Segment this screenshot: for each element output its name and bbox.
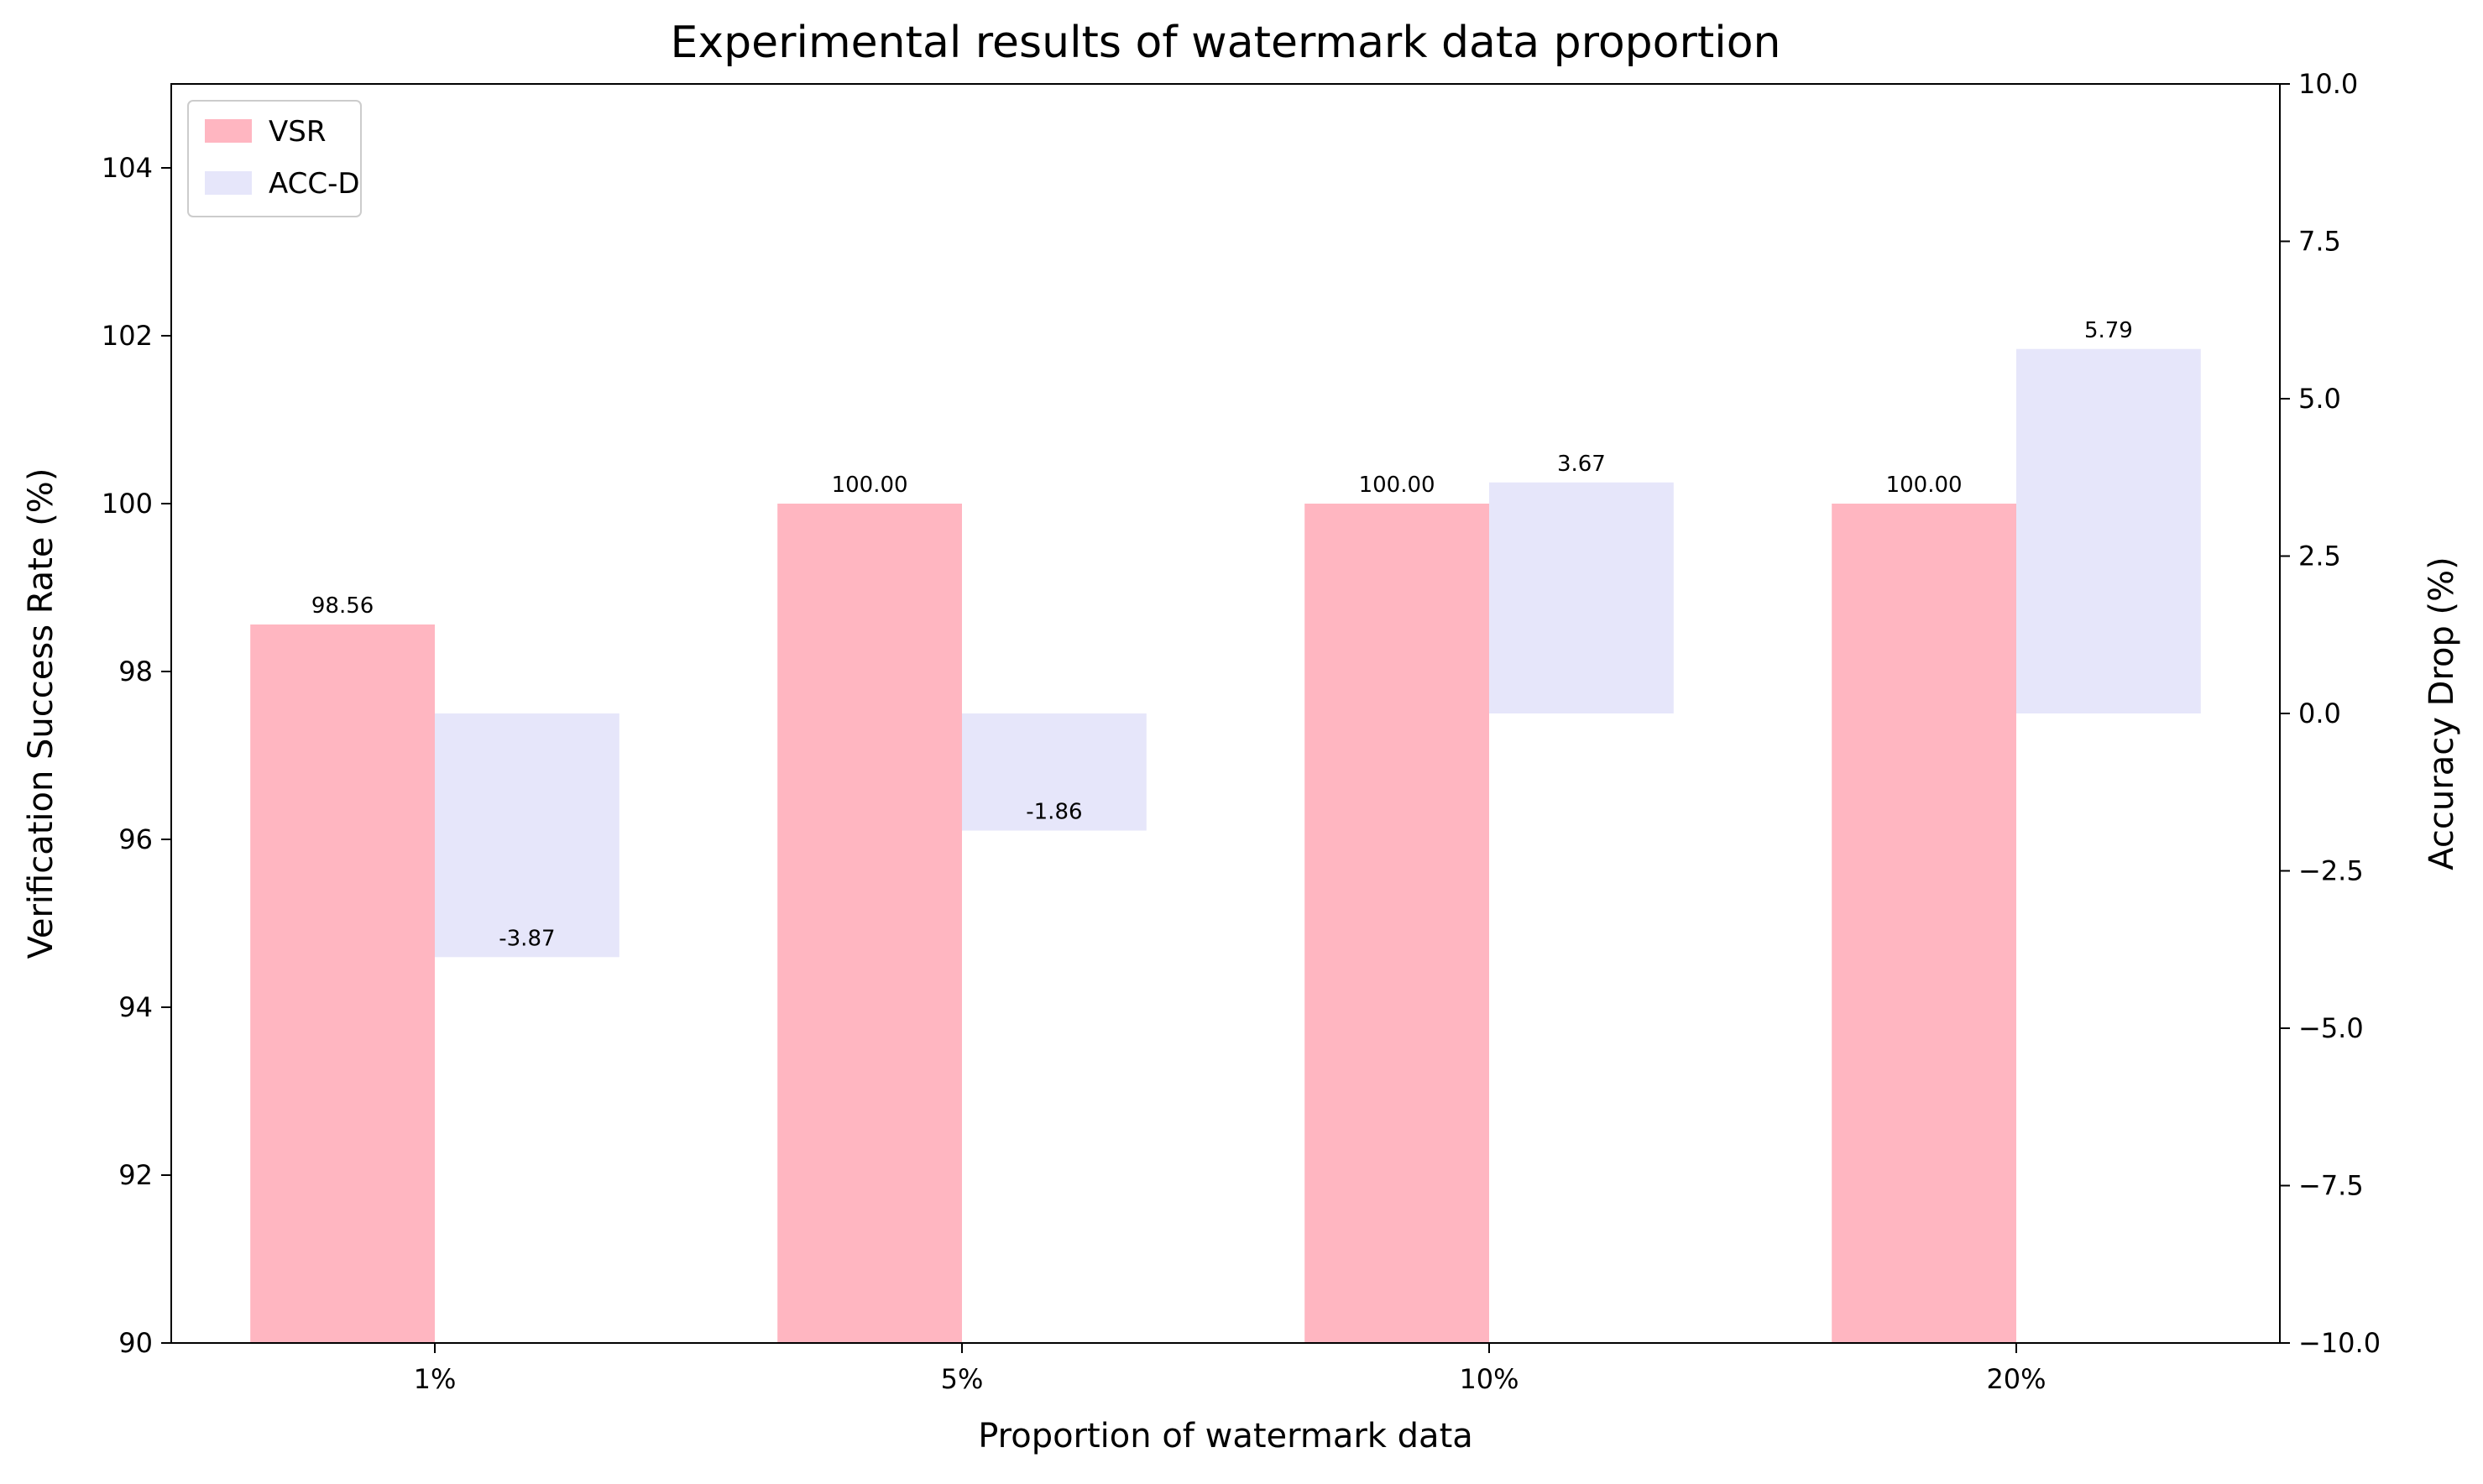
data-label-accd-3: 5.79: [2084, 318, 2133, 343]
x-tick-label-1: 5%: [941, 1363, 984, 1395]
legend-swatch-0: [205, 119, 252, 143]
y2-tick-label-2: −5.0: [2298, 1012, 2364, 1044]
y2-tick-label-6: 5.0: [2298, 383, 2341, 415]
y2-tick-label-8: 10.0: [2298, 68, 2358, 100]
legend-label-0: VSR: [269, 115, 326, 149]
y2-axis-title: Accuracy Drop (%): [2423, 556, 2461, 870]
chart-title: Experimental results of watermark data p…: [671, 18, 1781, 68]
x-tick-label-2: 10%: [1459, 1363, 1519, 1395]
y2-tick-label-7: 7.5: [2298, 226, 2341, 258]
y-tick-label-7: 104: [102, 152, 153, 184]
bar-accd-0: [435, 713, 619, 958]
data-label-accd-2: 3.67: [1557, 452, 1606, 477]
data-label-vsr-2: 100.00: [1359, 473, 1435, 498]
y-tick-label-4: 98: [118, 656, 153, 687]
y-tick-label-1: 92: [118, 1159, 153, 1191]
data-label-accd-0: -3.87: [499, 926, 555, 951]
data-labels-layer: 98.56 -3.87 100.00 -1.86 100.00 3.67 100.00 5.7…: [311, 318, 2133, 952]
y2-tick-label-3: −2.5: [2298, 855, 2364, 887]
bar-accd-1: [962, 713, 1147, 831]
y-tick-label-6: 102: [102, 320, 153, 352]
y-tick-label-2: 94: [118, 991, 153, 1023]
data-label-vsr-0: 98.56: [311, 593, 374, 619]
y2-tick-label-1: −7.5: [2298, 1170, 2364, 1202]
data-label-vsr-3: 100.00: [1886, 473, 1963, 498]
bar-vsr-0: [250, 624, 435, 1343]
y2-tick-label-4: 0.0: [2298, 698, 2341, 729]
x-axis-title: Proportion of watermark data: [978, 1417, 1473, 1455]
bars-layer: [250, 348, 2201, 1343]
data-label-accd-1: -1.86: [1026, 800, 1082, 825]
y2-tick-label-0: −10.0: [2298, 1327, 2381, 1359]
axes-layer: 1% 5% 10% 20% 90 92 94 96 98 100 102 104 −10.0 −7.5 −5…: [102, 68, 2381, 1395]
x-tick-label-0: 1%: [414, 1363, 457, 1395]
bar-vsr-2: [1304, 504, 1489, 1343]
bar-vsr-1: [777, 504, 962, 1343]
y2-tick-label-5: 2.5: [2298, 541, 2341, 572]
y-tick-label-5: 100: [102, 488, 153, 520]
legend: VSR ACC-D: [187, 100, 362, 217]
legend-swatch-1: [205, 171, 252, 195]
legend-label-1: ACC-D: [269, 167, 360, 201]
data-label-vsr-1: 100.00: [832, 473, 908, 498]
y-tick-label-0: 90: [118, 1327, 153, 1359]
y-tick-label-3: 96: [118, 823, 153, 855]
y-axis-title: Verification Success Rate (%): [22, 468, 60, 959]
bar-accd-3: [2016, 348, 2201, 713]
bar-vsr-3: [1832, 504, 2016, 1343]
bar-accd-2: [1489, 482, 1674, 713]
x-tick-label-3: 20%: [1986, 1363, 2046, 1395]
